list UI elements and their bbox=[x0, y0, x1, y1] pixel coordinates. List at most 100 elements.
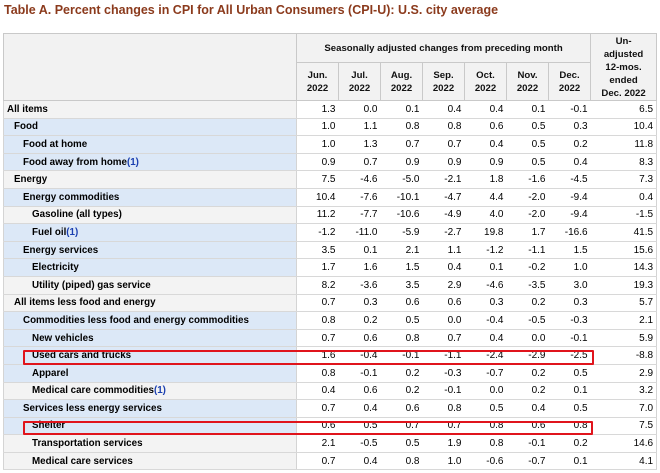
value-cell-12mo: -8.8 bbox=[590, 346, 658, 365]
value-cell: -0.2 bbox=[506, 258, 549, 277]
value-cell: -4.5 bbox=[548, 170, 591, 189]
value-cell: 1.9 bbox=[422, 434, 465, 453]
value-cell: -4.6 bbox=[464, 276, 507, 295]
row-label-text: Apparel bbox=[32, 367, 69, 379]
value-cell: 0.9 bbox=[464, 153, 507, 172]
value-cell: -0.4 bbox=[338, 346, 381, 365]
value-cell-12mo: -1.5 bbox=[590, 206, 658, 225]
value-cell: -2.4 bbox=[464, 346, 507, 365]
value-cell: 0.8 bbox=[464, 417, 507, 436]
table-body: All items 1.3 0.0 0.1 0.4 0.4 0.1 -0.1 6.5 Food 1.… bbox=[3, 100, 658, 471]
value-cell: 1.3 bbox=[338, 135, 381, 154]
value-cell-12mo: 7.3 bbox=[590, 170, 658, 189]
table-row: Energy services 3.5 0.1 2.1 1.1 -1.2 -1.1 1.5 15… bbox=[3, 241, 658, 260]
header-month-oct: Oct. 2022 bbox=[464, 62, 507, 101]
value-cell: 0.1 bbox=[548, 452, 591, 471]
row-label: Medical care services bbox=[3, 452, 297, 471]
row-label: Shelter bbox=[3, 417, 297, 436]
value-cell: -2.0 bbox=[506, 188, 549, 207]
value-cell: -0.1 bbox=[338, 364, 381, 383]
value-cell-12mo: 5.7 bbox=[590, 294, 658, 313]
value-cell: 0.4 bbox=[548, 153, 591, 172]
value-cell: 0.7 bbox=[296, 452, 339, 471]
table-row: Used cars and trucks 1.6 -0.4 -0.1 -1.1 -2.4-… bbox=[3, 346, 658, 365]
value-cell: 7.5 bbox=[296, 170, 339, 189]
table-row: Services less energy services 0.7 0.4 0.6 0.… bbox=[3, 399, 658, 418]
value-cell: 0.3 bbox=[338, 294, 381, 313]
footnote-link[interactable]: (1) bbox=[66, 226, 79, 238]
value-cell: 0.7 bbox=[422, 417, 465, 436]
value-cell-12mo: 3.2 bbox=[590, 382, 658, 401]
value-cell: 0.4 bbox=[464, 135, 507, 154]
value-cell: -9.4 bbox=[548, 188, 591, 207]
value-cell: 0.4 bbox=[338, 452, 381, 471]
row-label-text: Gasoline (all types) bbox=[32, 209, 122, 221]
table-row: Energy 7.5 -4.6 -5.0 -2.1 1.8 -1.6 -4.5 7.3 bbox=[3, 170, 658, 189]
value-cell: -0.3 bbox=[422, 364, 465, 383]
value-cell: 0.8 bbox=[296, 311, 339, 330]
value-cell: 0.3 bbox=[548, 118, 591, 137]
value-cell: 0.3 bbox=[464, 294, 507, 313]
value-cell: 1.0 bbox=[422, 452, 465, 471]
value-cell: -0.1 bbox=[422, 382, 465, 401]
value-cell: 2.1 bbox=[296, 434, 339, 453]
value-cell-12mo: 4.1 bbox=[590, 452, 658, 471]
row-label: Commodities less food and energy commodi… bbox=[3, 311, 297, 330]
value-cell: 0.5 bbox=[548, 364, 591, 383]
value-cell-12mo: 10.4 bbox=[590, 118, 658, 137]
table-row: All items less food and energy 0.7 0.3 0.6 0… bbox=[3, 294, 658, 313]
value-cell: 0.5 bbox=[506, 135, 549, 154]
header-unadjusted: Un- adjusted 12-mos. ended Dec. 2022 bbox=[590, 33, 658, 101]
row-label-text: Used cars and trucks bbox=[32, 350, 132, 362]
value-cell: 0.2 bbox=[338, 311, 381, 330]
value-cell: 0.7 bbox=[380, 135, 423, 154]
value-cell: 0.4 bbox=[338, 399, 381, 418]
footnote-link[interactable]: (1) bbox=[153, 385, 166, 397]
header-month-aug: Aug. 2022 bbox=[380, 62, 423, 101]
value-cell: -7.7 bbox=[338, 206, 381, 225]
value-cell: 0.7 bbox=[296, 399, 339, 418]
value-cell: -4.9 bbox=[422, 206, 465, 225]
footnote-link[interactable]: (1) bbox=[126, 156, 139, 168]
value-cell: 0.5 bbox=[464, 399, 507, 418]
value-cell: 1.5 bbox=[548, 241, 591, 260]
table-row: New vehicles 0.7 0.6 0.8 0.7 0.4 0.0 -0.1 5.9 bbox=[3, 329, 658, 348]
value-cell: 0.5 bbox=[506, 153, 549, 172]
value-cell: -0.4 bbox=[464, 311, 507, 330]
value-cell: 0.2 bbox=[548, 434, 591, 453]
value-cell: 0.7 bbox=[296, 329, 339, 348]
header-month-jun: Jun. 2022 bbox=[296, 62, 339, 101]
row-label: Medical care commodities(1) bbox=[3, 382, 297, 401]
value-cell-12mo: 11.8 bbox=[590, 135, 658, 154]
value-cell: 0.1 bbox=[548, 382, 591, 401]
value-cell: 0.0 bbox=[506, 329, 549, 348]
value-cell: 3.5 bbox=[380, 276, 423, 295]
value-cell: 0.6 bbox=[296, 417, 339, 436]
row-label: Energy bbox=[3, 170, 297, 189]
value-cell: 1.0 bbox=[296, 135, 339, 154]
value-cell: 1.0 bbox=[296, 118, 339, 137]
value-cell: 4.4 bbox=[464, 188, 507, 207]
value-cell: 1.8 bbox=[464, 170, 507, 189]
value-cell: 0.1 bbox=[380, 100, 423, 119]
row-label-text: Transportation services bbox=[32, 438, 143, 450]
header-month-sep: Sep. 2022 bbox=[422, 62, 465, 101]
value-cell: 1.7 bbox=[296, 258, 339, 277]
value-cell: 0.7 bbox=[338, 153, 381, 172]
value-cell: -5.0 bbox=[380, 170, 423, 189]
value-cell: -0.5 bbox=[506, 311, 549, 330]
value-cell: -2.0 bbox=[506, 206, 549, 225]
row-label: Services less energy services bbox=[3, 399, 297, 418]
value-cell-12mo: 7.5 bbox=[590, 417, 658, 436]
row-label: Utility (piped) gas service bbox=[3, 276, 297, 295]
header-group-seasonally-adjusted: Seasonally adjusted changes from precedi… bbox=[295, 33, 592, 63]
value-cell: 0.0 bbox=[338, 100, 381, 119]
value-cell: -0.3 bbox=[548, 311, 591, 330]
value-cell: -3.5 bbox=[506, 276, 549, 295]
row-label-text: Food bbox=[14, 121, 38, 133]
value-cell: -2.7 bbox=[422, 223, 465, 242]
value-cell: 0.2 bbox=[380, 382, 423, 401]
row-label-text: Electricity bbox=[32, 262, 79, 274]
value-cell: -7.6 bbox=[338, 188, 381, 207]
value-cell: 1.3 bbox=[296, 100, 339, 119]
